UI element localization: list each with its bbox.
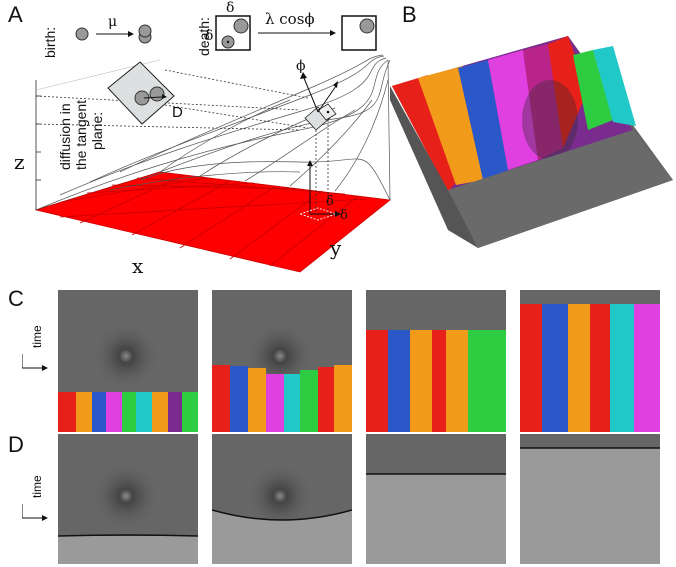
time-arrow-c-icon bbox=[22, 354, 48, 371]
colored-surface-3d bbox=[390, 36, 673, 248]
birth-label: birth: bbox=[42, 26, 58, 58]
delta-side-label: δ bbox=[205, 28, 214, 44]
delta-top-label: δ bbox=[226, 0, 235, 16]
tile-c4 bbox=[520, 290, 660, 432]
tile-d3 bbox=[366, 434, 506, 564]
tile-c1 bbox=[58, 290, 198, 432]
time-label-d: time bbox=[30, 475, 44, 498]
phi-label: ϕ bbox=[296, 58, 306, 74]
tile-c2 bbox=[212, 290, 352, 432]
x-axis-label: x bbox=[132, 254, 144, 278]
mu-label: μ bbox=[108, 14, 118, 30]
diffusion-label-1: diffusion in bbox=[57, 103, 73, 170]
panel-label-d: D bbox=[8, 432, 24, 457]
birth-cell-icon bbox=[75, 27, 89, 41]
panel-label-c: C bbox=[8, 286, 24, 311]
normal-arrow bbox=[303, 77, 319, 113]
panel-label-a: A bbox=[8, 2, 23, 27]
tile-c3 bbox=[366, 290, 506, 432]
delta-plane-label-2: δ bbox=[340, 208, 348, 223]
surface-schematic bbox=[34, 15, 391, 273]
z-axis-label: z bbox=[14, 150, 25, 174]
tile-d1 bbox=[58, 434, 198, 564]
y-axis-label: y bbox=[330, 236, 342, 260]
death-rate-label: λ cosϕ bbox=[265, 10, 315, 28]
tile-d4 bbox=[520, 434, 660, 564]
tile-d2 bbox=[212, 434, 352, 564]
time-arrow-d-icon bbox=[22, 504, 48, 521]
panel-label-b: B bbox=[402, 2, 417, 27]
diffusion-label-2: the tangent bbox=[73, 99, 89, 170]
diffusion-label-3: plane: bbox=[89, 111, 105, 150]
time-label-c: time bbox=[30, 325, 44, 348]
delta-plane-label-1: δ bbox=[326, 194, 334, 209]
diffusion-D-label: D bbox=[172, 104, 183, 121]
